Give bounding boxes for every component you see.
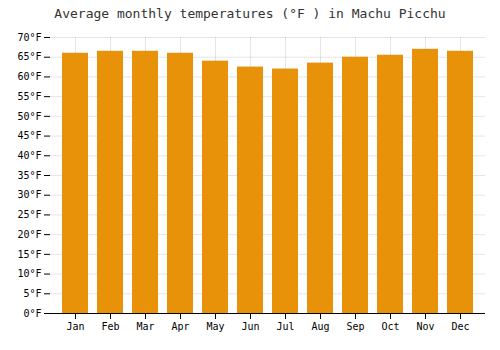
svg-text:Jun: Jun [241, 321, 259, 332]
svg-text:15°F: 15°F [17, 249, 41, 260]
html-text:Average monthly temperatures (: Average monthly temperatures (°F ) in Ma… [54, 6, 446, 21]
svg-text:Sep: Sep [346, 321, 364, 332]
svg-text:55°F: 55°F [17, 91, 41, 102]
svg-text:10°F: 10°F [17, 268, 41, 279]
svg-text:20°F: 20°F [17, 229, 41, 240]
svg-text:Apr: Apr [171, 321, 189, 332]
svg-text:0°F: 0°F [23, 308, 41, 319]
svg-text:5°F: 5°F [23, 288, 41, 299]
svg-text:Aug: Aug [311, 321, 329, 332]
svg-text:Nov: Nov [416, 321, 434, 332]
svg-text:45°F: 45°F [17, 130, 41, 141]
svg-text:25°F: 25°F [17, 209, 41, 220]
svg-text:65°F: 65°F [17, 51, 41, 62]
svg-text:Dec: Dec [451, 321, 469, 332]
svg-text:60°F: 60°F [17, 71, 41, 82]
svg-text:30°F: 30°F [17, 189, 41, 200]
svg-text:Mar: Mar [136, 321, 154, 332]
svg-text:35°F: 35°F [17, 170, 41, 181]
svg-text:40°F: 40°F [17, 150, 41, 161]
svg-text:Oct: Oct [381, 321, 399, 332]
svg-text:70°F: 70°F [17, 32, 41, 43]
svg-text:Jan: Jan [66, 321, 84, 332]
svg-text:50°F: 50°F [17, 111, 41, 122]
svg-text:Feb: Feb [101, 321, 119, 332]
svg-text:May: May [206, 321, 224, 332]
svg-text:Jul: Jul [276, 321, 294, 332]
